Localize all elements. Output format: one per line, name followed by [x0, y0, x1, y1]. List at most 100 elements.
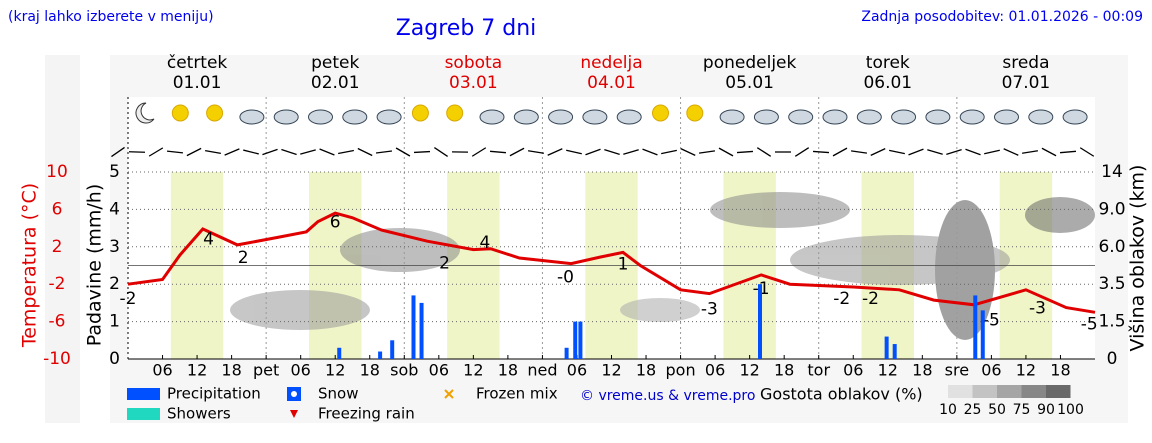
cloud-icon — [308, 109, 333, 125]
day-date: 07.01 — [1002, 73, 1051, 93]
temp-label: -5 — [1081, 314, 1098, 334]
x-tick-label: 18 — [636, 361, 656, 380]
moon-icon — [135, 102, 155, 124]
day-date: 06.01 — [863, 73, 912, 93]
day-date: 02.01 — [311, 73, 360, 93]
legend-label: Showers — [167, 405, 231, 423]
wind-barb — [718, 147, 734, 157]
cloud-scale-label: 75 — [1013, 402, 1031, 418]
x-tick-label: 12 — [187, 361, 207, 380]
precip-bar — [980, 310, 985, 359]
day-date: 04.01 — [587, 73, 636, 93]
sun-icon — [171, 104, 189, 122]
legend-label: Snow — [318, 385, 358, 403]
x-tick-label: 18 — [774, 361, 794, 380]
wind-barb — [794, 147, 810, 157]
wind-barb — [585, 148, 601, 156]
x-tick-label: ned — [527, 361, 557, 380]
wind-barb — [489, 150, 507, 154]
precip-bar — [573, 321, 578, 359]
day-name: sreda — [1002, 53, 1049, 73]
wind-barb — [166, 150, 184, 154]
wind-barb — [111, 146, 125, 158]
cloud-icon — [753, 109, 779, 125]
x-tick-label: 18 — [1050, 361, 1070, 380]
cloud-axis-title: Višina oblakov (km) — [1127, 165, 1149, 352]
x-tick-label: pet — [253, 361, 279, 380]
day-name: torek — [866, 53, 910, 73]
cloud-height-tick-label: 14 — [1101, 162, 1123, 182]
legend-label: Precipitation — [167, 385, 261, 403]
wind-barb — [527, 150, 545, 154]
wind-barb — [434, 146, 448, 158]
precip-bar — [419, 302, 424, 359]
wind-barb — [205, 149, 221, 155]
temp-tick-label: 6 — [52, 199, 63, 219]
sun-icon — [411, 104, 429, 122]
wind-barb — [375, 150, 393, 154]
cloud-icon — [548, 109, 574, 125]
left-panel — [45, 55, 80, 423]
wind-barb — [413, 150, 431, 154]
x-tick-label: 12 — [601, 361, 621, 380]
title: Zagreb 7 dni — [396, 16, 537, 41]
temp-axis-title: Temperatura (°C) — [19, 183, 41, 348]
x-tick-label: 06 — [429, 361, 449, 380]
wind-barb — [281, 148, 297, 156]
wind-barb — [509, 147, 525, 157]
x-tick-label: 12 — [878, 361, 898, 380]
wind-barb — [756, 147, 772, 157]
temp-label: -2 — [862, 289, 879, 309]
cloud-icon — [856, 109, 882, 125]
x-tick-label: 12 — [325, 361, 345, 380]
cloud-blob — [1025, 197, 1095, 233]
cloud-scale-box — [972, 385, 997, 398]
wind-barb — [661, 149, 677, 155]
day-date: 05.01 — [725, 73, 774, 93]
precip-axis-title: Padavine (mm/h) — [84, 184, 106, 347]
cloud-blob — [935, 200, 995, 340]
cloud-scale-box — [1021, 385, 1046, 398]
sun-icon — [446, 104, 464, 122]
temp-tick-label: 2 — [52, 237, 63, 257]
cloud-scale-title: Gostota oblakov (%) — [760, 385, 923, 404]
cloud-icon — [342, 109, 368, 125]
cloud-icon — [273, 109, 299, 125]
temp-label: 2 — [439, 254, 450, 274]
cloud-icon — [376, 109, 402, 125]
sun-icon — [652, 104, 669, 122]
legend-swatch — [127, 388, 160, 400]
x-tick-label: sob — [390, 361, 418, 380]
day-name: ponedeljek — [703, 53, 797, 73]
cloud-icon — [719, 109, 745, 125]
cloud-scale-label: 100 — [1057, 402, 1084, 418]
precip-tick-label: 2 — [109, 274, 120, 294]
temp-label: 1 — [618, 255, 629, 275]
wind-barb — [148, 147, 164, 157]
temp-tick-label: -2 — [49, 274, 66, 294]
temp-label: -3 — [1029, 299, 1046, 319]
x-tick-label: 06 — [290, 361, 310, 380]
temp-label: 2 — [238, 248, 249, 268]
wind-barb — [338, 149, 354, 155]
wind-barb — [128, 151, 146, 153]
precip-bar — [337, 347, 342, 359]
cloud-blob — [230, 290, 370, 330]
day-name: četrtek — [167, 53, 228, 73]
cloud-height-tick-label: 0 — [1107, 349, 1118, 369]
cloud-height-tick-label: 6.0 — [1098, 237, 1125, 257]
legend-star — [291, 391, 297, 397]
wind-barb — [1021, 150, 1039, 154]
day-date: 03.01 — [449, 73, 498, 93]
temp-label: -5 — [983, 311, 1000, 331]
wind-barb — [623, 149, 639, 155]
cloud-scale-label: 10 — [939, 402, 957, 418]
temp-label: -3 — [701, 299, 718, 319]
wind-barb — [642, 148, 658, 156]
wind-barb — [927, 149, 943, 155]
wind-barb — [870, 148, 886, 156]
wind-barb — [1079, 147, 1095, 157]
x-tick-label: 06 — [567, 361, 587, 380]
cloud-scale-box — [948, 385, 973, 398]
